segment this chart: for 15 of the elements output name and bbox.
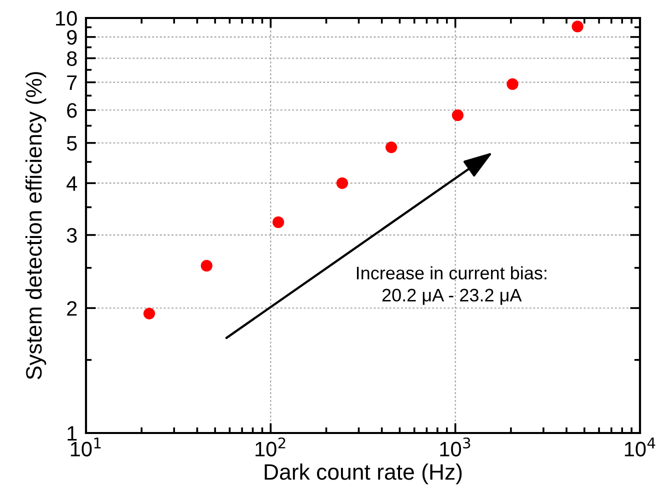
x-axis-title: Dark count rate (Hz) [264, 464, 462, 484]
annotation: Increase in current bias: 20.2 μA - 23.2 μA [356, 266, 546, 305]
y-tick-label: 3 [66, 228, 77, 243]
y-tick-label: 7 [67, 76, 77, 90]
y-tick-label: 4 [66, 176, 78, 191]
y-axis-title: System detection efficiency (%) [25, 72, 46, 380]
x-tick-label: 10$^{2}$ [256, 437, 286, 456]
y-tick-label: 2 [67, 301, 77, 316]
x-tick-label: 10$^{3}$ [440, 437, 470, 456]
y-tick-label: 10 [56, 11, 77, 26]
y-tick-label: 5 [66, 136, 77, 151]
x-tick-label: 10$^{4}$ [624, 438, 656, 456]
y-tick-label: 8 [66, 51, 77, 66]
y-tick-label: 9 [67, 30, 77, 45]
y-tick-label: 6 [67, 103, 77, 118]
